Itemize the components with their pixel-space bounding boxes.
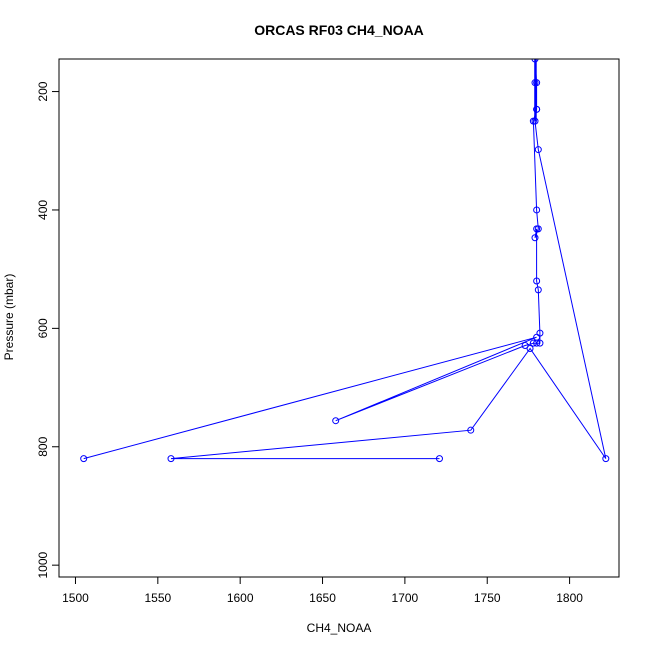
data-point — [534, 146, 542, 154]
y-tick-label: 400 — [36, 200, 50, 220]
data-point — [533, 206, 541, 214]
x-tick-label: 1650 — [309, 591, 336, 605]
data-point — [531, 234, 539, 242]
data-point — [533, 225, 541, 233]
y-tick-label: 600 — [36, 318, 50, 338]
series-layer — [80, 59, 610, 463]
data-point — [332, 417, 340, 425]
y-axis-label: Pressure (mbar) — [2, 274, 16, 361]
x-axis-label: CH4_NOAA — [307, 621, 372, 635]
data-point — [521, 342, 529, 350]
x-tick-label: 1600 — [227, 591, 254, 605]
x-tick-label: 1750 — [474, 591, 501, 605]
x-tick-label: 1700 — [392, 591, 419, 605]
data-point — [80, 455, 88, 463]
series-line — [83, 59, 607, 460]
data-point — [467, 426, 475, 434]
y-tick-label: 200 — [36, 81, 50, 101]
data-point — [534, 286, 542, 294]
x-axis: 1500 1550 1600 1650 1700 1750 1800 — [62, 576, 583, 605]
x-tick-label: 1500 — [62, 591, 89, 605]
data-point — [536, 339, 544, 347]
data-point — [167, 455, 175, 463]
data-point — [533, 333, 541, 341]
data-point — [435, 455, 443, 463]
y-tick-label: 800 — [36, 436, 50, 456]
data-point — [529, 339, 537, 347]
data-point — [533, 277, 541, 285]
y-tick-label: 1000 — [36, 551, 50, 578]
y-axis: 200 400 600 800 1000 — [36, 81, 60, 579]
data-point — [602, 455, 610, 463]
x-tick-label: 1800 — [556, 591, 583, 605]
chart-title: ORCAS RF03 CH4_NOAA — [254, 22, 424, 38]
data-point — [526, 344, 534, 352]
x-tick-label: 1550 — [144, 591, 171, 605]
